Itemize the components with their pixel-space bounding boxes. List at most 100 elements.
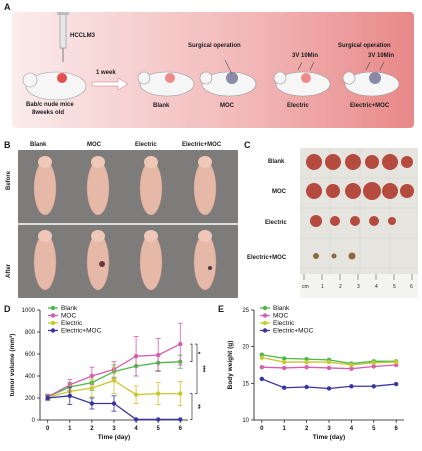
tumor-photo (300, 148, 418, 298)
body-weight-chart: 10 15 20 25 0 1 2 3 4 5 6 Time (day) Body weight (g)… (227, 305, 404, 441)
group-label-moc: MOC (220, 103, 234, 109)
ruler-mark-5: 5 (393, 284, 396, 290)
data-point (178, 391, 183, 396)
legend-label: Blank (61, 305, 78, 312)
data-point (371, 364, 376, 369)
x-axis-label: Time (day) (313, 434, 345, 441)
tumor-row-electric-moc: Electric+MOC (247, 255, 287, 261)
significance-bracket (190, 343, 193, 362)
x-axis-label: Time (day) (98, 434, 130, 441)
x-tick-label: 2 (305, 426, 309, 432)
col-label-electric-moc: Electric+MOC (182, 142, 222, 148)
x-tick-label: 5 (157, 426, 161, 432)
panel-a-letter: A (4, 2, 11, 12)
data-point (89, 385, 95, 391)
y-tick-label: 800 (25, 330, 36, 336)
data-point (111, 378, 117, 383)
tumor-row-blank: Blank (268, 159, 285, 165)
y-tick-label: 400 (25, 374, 36, 380)
data-point (304, 365, 309, 370)
data-point (304, 359, 309, 365)
y-tick-label: 15 (242, 381, 249, 387)
data-point (371, 384, 376, 389)
mice-photo-grid (18, 150, 238, 298)
data-point (326, 386, 332, 391)
legend-marker (50, 320, 56, 326)
legend-marker (262, 313, 268, 318)
legend-label: Electric+MOC (273, 328, 314, 335)
ruler-mark-2: 2 (339, 284, 342, 290)
legend-label: MOC (273, 313, 288, 320)
x-tick-label: 1 (68, 426, 72, 432)
data-point (89, 401, 95, 406)
x-tick-label: 3 (327, 426, 331, 432)
data-point (326, 365, 332, 371)
data-point (67, 393, 73, 398)
mouse-icon-electric (273, 61, 331, 97)
ruler-mark-1: 1 (321, 284, 324, 290)
row-label-after: After (6, 263, 12, 278)
panel-b-letter: B (4, 140, 11, 150)
x-tick-label: 0 (46, 426, 50, 432)
x-tick-label: 0 (260, 426, 264, 432)
x-tick-label: 5 (372, 426, 376, 432)
significance-label: *** (199, 365, 205, 373)
data-point (133, 354, 139, 359)
significance-bracket (190, 393, 193, 420)
data-point (282, 359, 287, 365)
data-point (155, 352, 161, 358)
mouse-icon-moc (199, 59, 257, 97)
data-point (393, 381, 399, 387)
legend-label: Electric+MOC (61, 328, 102, 335)
data-point (349, 362, 354, 368)
y-tick-label: 0 (32, 418, 36, 424)
ruler-unit: cm (302, 284, 309, 290)
y-axis-label: Body weight (g) (227, 341, 234, 390)
cell-line-label: HCCLM3 (70, 33, 95, 39)
y-tick-label: 600 (25, 352, 36, 358)
legend-label: Electric (61, 320, 83, 327)
legend-marker (262, 328, 268, 333)
electric-param-2: 3V 10Min (368, 53, 395, 59)
mouse-icon-source (22, 71, 87, 101)
data-point (133, 417, 139, 422)
data-point (371, 360, 376, 365)
y-tick-label: 20 (242, 345, 249, 351)
x-tick-label: 3 (112, 426, 116, 432)
data-point (133, 392, 139, 397)
data-point (259, 355, 265, 360)
interval-label: 1 week (96, 70, 116, 76)
col-label-electric: Electric (135, 142, 157, 148)
data-point (349, 366, 354, 371)
group-label-electric-moc: Electric+MOC (350, 103, 390, 109)
syringe-icon (57, 12, 69, 62)
ruler-mark-6: 6 (410, 284, 413, 290)
x-tick-label: 4 (350, 426, 354, 432)
data-point (259, 365, 265, 370)
data-point (89, 373, 95, 379)
data-point (304, 384, 309, 390)
data-point (259, 376, 265, 382)
x-tick-label: 6 (394, 426, 398, 432)
electric-param-1: 3V 10Min (292, 53, 319, 59)
y-tick-label: 10 (242, 418, 249, 424)
legend-marker (262, 320, 268, 326)
mouse-caption-1: Bab/c nude mice (26, 102, 74, 108)
mouse-caption-2: 8weeks old (32, 110, 65, 116)
data-point (111, 401, 117, 406)
y-tick-label: 25 (242, 308, 249, 314)
significance-bracket (195, 343, 198, 394)
x-tick-label: 2 (90, 426, 94, 432)
x-tick-label: 6 (179, 426, 183, 432)
surgical-label-2: Surgical operation (338, 43, 391, 49)
ruler-mark-4: 4 (375, 284, 378, 290)
legend-label: Blank (273, 305, 290, 312)
data-point (349, 384, 354, 389)
data-point (155, 417, 161, 422)
mouse-icon-blank (137, 71, 195, 97)
y-tick-label: 1000 (22, 308, 36, 314)
data-point (178, 417, 183, 422)
x-tick-label: 1 (283, 426, 287, 432)
col-label-blank: Blank (30, 142, 47, 148)
surgical-label-1: Surgical operation (188, 43, 241, 49)
